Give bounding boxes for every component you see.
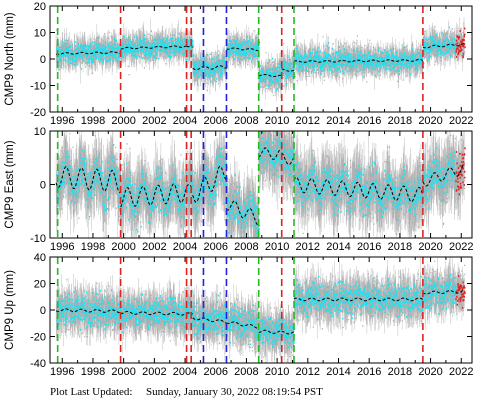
x-tick-label: 2002 — [142, 115, 166, 127]
recent-points — [455, 27, 466, 59]
trend-segment-1 — [120, 183, 188, 208]
x-tick-label: 2016 — [357, 366, 381, 378]
y-tick-label: 0 — [40, 54, 46, 66]
x-tick-label: 2000 — [111, 241, 135, 253]
trend-segment-5 — [258, 329, 282, 334]
x-tick-label: 1996 — [50, 366, 74, 378]
x-tick-label: 2012 — [296, 241, 320, 253]
y-tick-label: -20 — [30, 107, 46, 119]
trend-segment-0 — [55, 308, 121, 314]
y-tick-label: 10 — [34, 28, 46, 40]
x-tick-label: 2008 — [234, 366, 258, 378]
x-tick-label: 2018 — [388, 366, 412, 378]
trend-segment-4 — [226, 321, 259, 329]
x-tick-label: 2004 — [173, 115, 197, 127]
x-tick-label: 1996 — [50, 241, 74, 253]
x-tick-label: 2016 — [357, 241, 381, 253]
trend-segment-7 — [293, 297, 424, 302]
x-tick-label: 2008 — [234, 115, 258, 127]
x-tick-label: 2012 — [296, 366, 320, 378]
y-tick-label: 40 — [34, 252, 46, 264]
x-tick-label: 2010 — [265, 366, 289, 378]
x-tick-label: 2020 — [418, 366, 442, 378]
plot-area — [55, 257, 466, 363]
x-tick-label: 2012 — [296, 115, 320, 127]
trend-segment-6 — [281, 68, 295, 72]
trend-segment-6 — [281, 330, 295, 335]
y-tick-label: -20 — [30, 332, 46, 344]
x-tick-label: 1996 — [50, 115, 74, 127]
y-tick-label: 20 — [34, 279, 46, 291]
x-tick-label: 2022 — [449, 115, 473, 127]
trend-segment-0 — [55, 165, 121, 194]
east-panel: 1996 1998 2000 2002 2004 2006 2008 2010 2012 2014… — [4, 126, 474, 253]
x-tick-label: 2008 — [234, 241, 258, 253]
trend-segment-8 — [422, 163, 465, 187]
trend-segment-8 — [422, 289, 465, 295]
x-tick-label: 2004 — [173, 241, 197, 253]
trend-segment-5 — [258, 74, 282, 77]
y-tick-label: -40 — [30, 358, 46, 370]
x-tick-label: 2002 — [142, 366, 166, 378]
y-tick-label: 10 — [34, 126, 46, 138]
trend-segment-4 — [226, 200, 259, 226]
x-tick-label: 2020 — [418, 241, 442, 253]
x-tick-label: 2006 — [203, 241, 227, 253]
x-tick-label: 2006 — [203, 115, 227, 127]
y-tick-label: 0 — [40, 305, 46, 317]
y-tick-label: -10 — [30, 81, 46, 93]
x-tick-label: 1998 — [81, 366, 105, 378]
cleaned-points — [56, 26, 457, 92]
y-tick-label: 0 — [40, 180, 46, 192]
trend-segment-1 — [120, 311, 187, 316]
y-axis-label: CMP9 North (mm) — [4, 12, 16, 105]
x-tick-label: 1998 — [81, 115, 105, 127]
recent-points — [455, 275, 466, 309]
x-tick-label: 2000 — [111, 115, 135, 127]
y-tick-label: -10 — [30, 233, 46, 245]
recent-points — [455, 147, 466, 196]
x-tick-label: 2014 — [326, 366, 350, 378]
x-tick-label: 2002 — [142, 241, 166, 253]
plot-area — [55, 131, 466, 238]
x-tick-label: 2004 — [173, 366, 197, 378]
x-tick-label: 2006 — [203, 366, 227, 378]
y-axis-label: CMP9 Up (mm) — [4, 270, 16, 350]
x-tick-label: 2018 — [388, 241, 412, 253]
x-tick-label: 2010 — [265, 241, 289, 253]
x-tick-label: 2022 — [449, 241, 473, 253]
trend-segment-5 — [258, 147, 282, 160]
x-tick-label: 2010 — [265, 115, 289, 127]
north-panel: 1996 1998 2000 2002 2004 2006 2008 2010 2012 2014… — [4, 1, 474, 127]
trend-segment-8 — [422, 42, 465, 49]
x-tick-label: 1998 — [81, 241, 105, 253]
x-tick-label: 2014 — [326, 241, 350, 253]
x-tick-label: 2014 — [326, 115, 350, 127]
y-tick-label: 20 — [34, 1, 46, 13]
x-tick-label: 2022 — [449, 366, 473, 378]
trend-segment-7 — [293, 59, 424, 63]
up-panel: 1996 1998 2000 2002 2004 2006 2008 2010 2012 2014… — [4, 252, 474, 378]
x-tick-label: 2018 — [388, 115, 412, 127]
trend-segment-0 — [56, 51, 121, 55]
cleaned-points — [56, 131, 457, 238]
trend-segment-7 — [293, 176, 424, 203]
trend-segment-3 — [192, 165, 227, 203]
trend-segment-4 — [226, 47, 259, 51]
plot-area — [55, 17, 466, 102]
x-tick-label: 2000 — [111, 366, 135, 378]
footer-label: Plot Last Updated: — [50, 386, 133, 398]
trend-segment-3 — [192, 65, 227, 71]
footer-timestamp: Sunday, January 30, 2022 08:19:54 PST — [146, 386, 323, 398]
trend-segment-3 — [192, 317, 227, 324]
y-axis-label: CMP9 East (mm) — [4, 140, 16, 228]
trend-segment-1 — [120, 45, 187, 50]
x-tick-label: 2020 — [418, 115, 442, 127]
x-tick-label: 2016 — [357, 115, 381, 127]
trend-segment-2 — [186, 45, 193, 48]
